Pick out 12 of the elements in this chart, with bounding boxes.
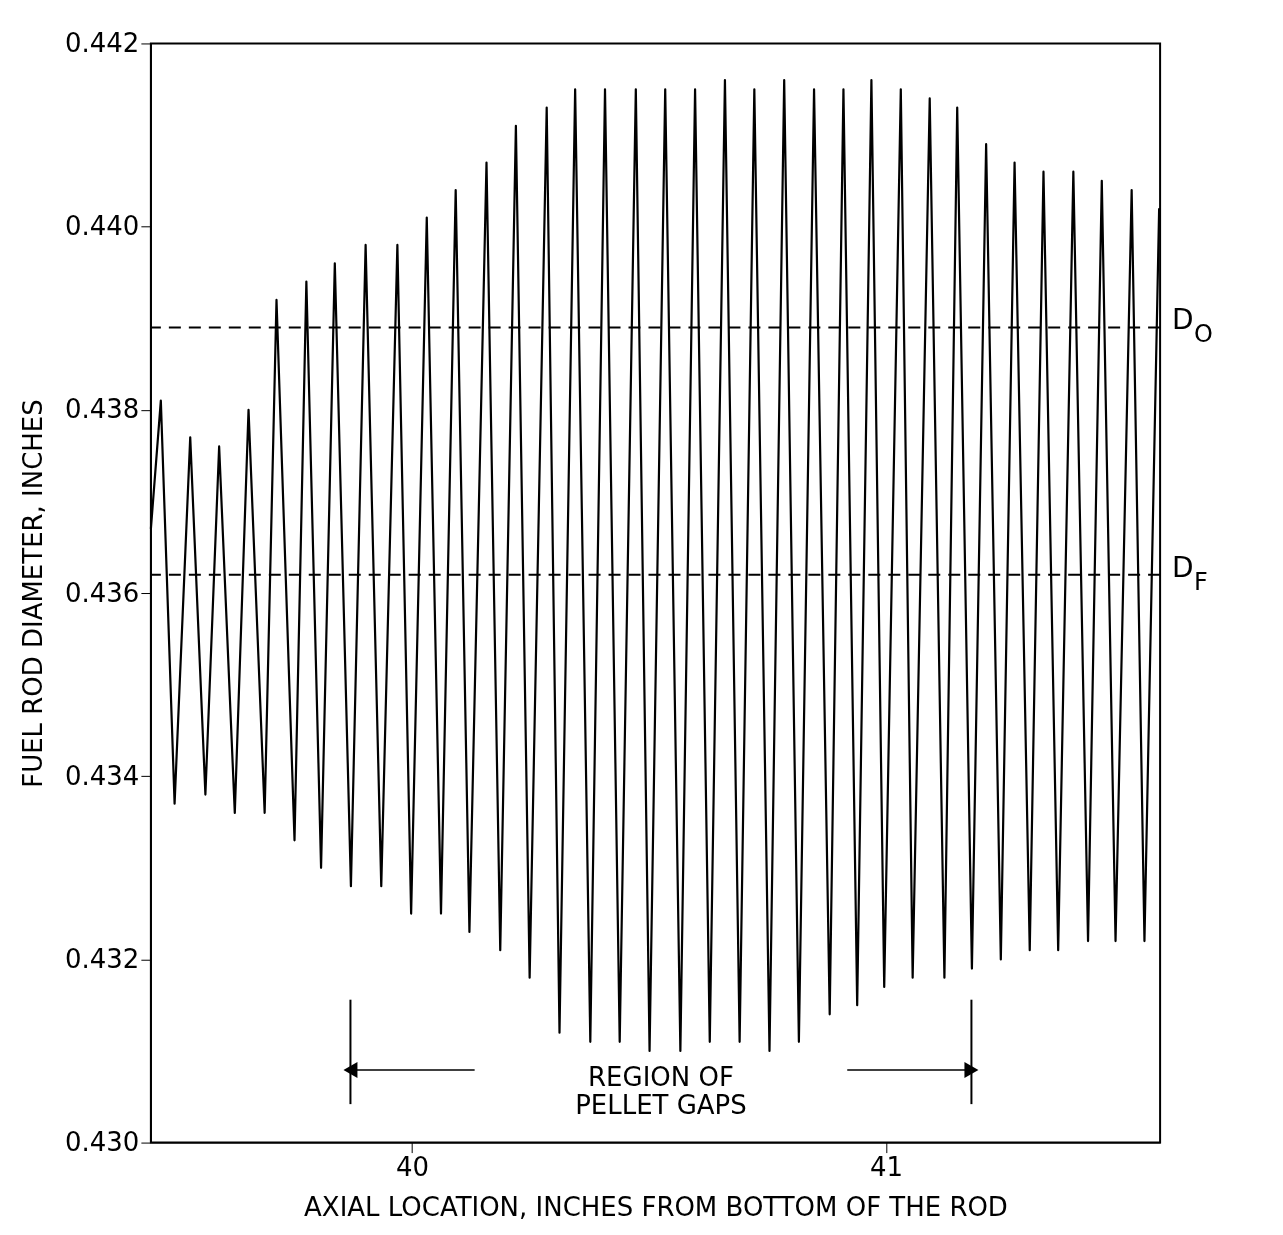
- y-tick-label: 0.438: [65, 394, 140, 425]
- x-axis-title: AXIAL LOCATION, INCHES FROM BOTTOM OF THE ROD: [304, 1192, 1008, 1223]
- y-tick-label: 0.436: [65, 577, 140, 608]
- y-tick-label: 0.440: [65, 211, 140, 242]
- y-tick-label: 0.442: [65, 27, 140, 58]
- y-tick-label: 0.434: [65, 760, 140, 791]
- x-tick-label: 40: [396, 1152, 430, 1183]
- y-tick-label: 0.432: [65, 943, 140, 974]
- annotation: REGION OF PELLET GAPS: [575, 1062, 747, 1121]
- y-tick-label: 0.430: [65, 1127, 140, 1158]
- y-axis-title: FUEL ROD DIAMETER, INCHES: [18, 399, 49, 788]
- x-tick-label: 41: [870, 1152, 904, 1183]
